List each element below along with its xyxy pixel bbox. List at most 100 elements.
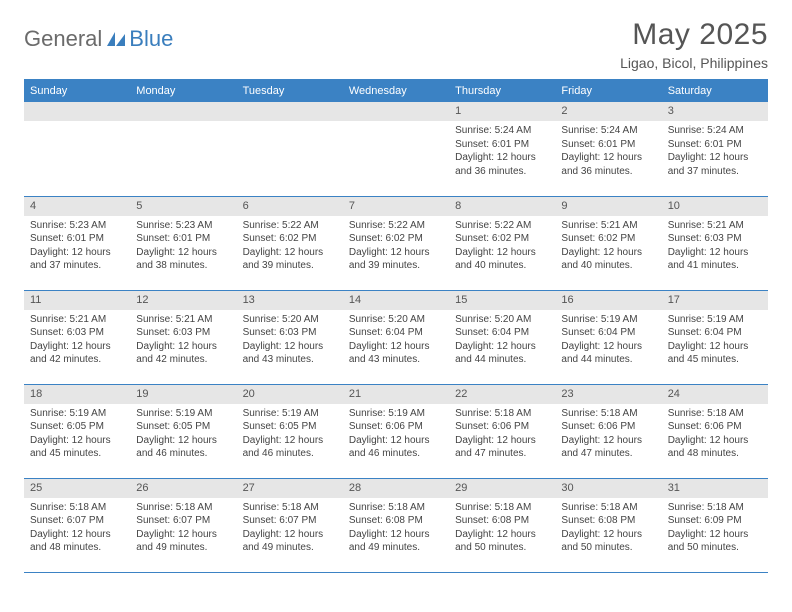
week-row: 11Sunrise: 5:21 AMSunset: 6:03 PMDayligh…: [24, 290, 768, 384]
day-header-fri: Friday: [555, 80, 661, 103]
calendar-page: General Blue May 2025 Ligao, Bicol, Phil…: [0, 0, 792, 585]
daynum-bar: 3: [662, 102, 768, 121]
sunrise-text: Sunrise: 5:19 AM: [243, 407, 337, 421]
daylight-text-2: and 36 minutes.: [561, 165, 655, 179]
day-body: Sunrise: 5:21 AMSunset: 6:03 PMDaylight:…: [24, 310, 130, 371]
daylight-text-1: Daylight: 12 hours: [30, 340, 124, 354]
day-cell: 13Sunrise: 5:20 AMSunset: 6:03 PMDayligh…: [237, 290, 343, 384]
day-cell: 25Sunrise: 5:18 AMSunset: 6:07 PMDayligh…: [24, 478, 130, 572]
sunrise-text: Sunrise: 5:21 AM: [561, 219, 655, 233]
sunrise-text: Sunrise: 5:21 AM: [668, 219, 762, 233]
daylight-text-2: and 39 minutes.: [243, 259, 337, 273]
day-body: Sunrise: 5:18 AMSunset: 6:08 PMDaylight:…: [343, 498, 449, 559]
location-label: Ligao, Bicol, Philippines: [620, 55, 768, 71]
daynum-bar-empty: [237, 102, 343, 121]
sunrise-text: Sunrise: 5:18 AM: [561, 407, 655, 421]
day-body: Sunrise: 5:19 AMSunset: 6:05 PMDaylight:…: [237, 404, 343, 465]
sunrise-text: Sunrise: 5:18 AM: [561, 501, 655, 515]
day-cell: [24, 102, 130, 196]
sunrise-text: Sunrise: 5:22 AM: [243, 219, 337, 233]
day-body-empty: [130, 121, 236, 181]
daylight-text-1: Daylight: 12 hours: [136, 434, 230, 448]
sunrise-text: Sunrise: 5:19 AM: [30, 407, 124, 421]
day-body: Sunrise: 5:18 AMSunset: 6:07 PMDaylight:…: [237, 498, 343, 559]
day-cell: 28Sunrise: 5:18 AMSunset: 6:08 PMDayligh…: [343, 478, 449, 572]
daylight-text-2: and 50 minutes.: [561, 541, 655, 555]
daylight-text-1: Daylight: 12 hours: [136, 340, 230, 354]
week-row: 1Sunrise: 5:24 AMSunset: 6:01 PMDaylight…: [24, 102, 768, 196]
sunset-text: Sunset: 6:06 PM: [349, 420, 443, 434]
day-body: Sunrise: 5:21 AMSunset: 6:03 PMDaylight:…: [662, 216, 768, 277]
day-body: Sunrise: 5:18 AMSunset: 6:09 PMDaylight:…: [662, 498, 768, 559]
sunset-text: Sunset: 6:01 PM: [668, 138, 762, 152]
daylight-text-2: and 46 minutes.: [349, 447, 443, 461]
logo: General Blue: [24, 18, 173, 52]
day-cell: 26Sunrise: 5:18 AMSunset: 6:07 PMDayligh…: [130, 478, 236, 572]
daynum-bar: 11: [24, 291, 130, 310]
daynum-bar: 2: [555, 102, 661, 121]
day-cell: 16Sunrise: 5:19 AMSunset: 6:04 PMDayligh…: [555, 290, 661, 384]
daynum-bar: 7: [343, 197, 449, 216]
daylight-text-2: and 41 minutes.: [668, 259, 762, 273]
daynum-bar: 4: [24, 197, 130, 216]
sunset-text: Sunset: 6:01 PM: [30, 232, 124, 246]
day-body: Sunrise: 5:18 AMSunset: 6:07 PMDaylight:…: [24, 498, 130, 559]
daylight-text-2: and 50 minutes.: [668, 541, 762, 555]
sunrise-text: Sunrise: 5:20 AM: [243, 313, 337, 327]
daynum-bar: 18: [24, 385, 130, 404]
day-header-sat: Saturday: [662, 80, 768, 103]
sunrise-text: Sunrise: 5:18 AM: [136, 501, 230, 515]
day-header-mon: Monday: [130, 80, 236, 103]
daylight-text-2: and 44 minutes.: [455, 353, 549, 367]
day-body: Sunrise: 5:18 AMSunset: 6:08 PMDaylight:…: [449, 498, 555, 559]
daylight-text-1: Daylight: 12 hours: [243, 528, 337, 542]
daylight-text-1: Daylight: 12 hours: [30, 434, 124, 448]
sunrise-text: Sunrise: 5:24 AM: [668, 124, 762, 138]
sunrise-text: Sunrise: 5:23 AM: [136, 219, 230, 233]
sunrise-text: Sunrise: 5:24 AM: [455, 124, 549, 138]
daylight-text-1: Daylight: 12 hours: [455, 528, 549, 542]
daylight-text-2: and 47 minutes.: [561, 447, 655, 461]
daylight-text-1: Daylight: 12 hours: [561, 246, 655, 260]
sunset-text: Sunset: 6:09 PM: [668, 514, 762, 528]
daylight-text-2: and 43 minutes.: [243, 353, 337, 367]
day-body: Sunrise: 5:19 AMSunset: 6:04 PMDaylight:…: [662, 310, 768, 371]
daylight-text-1: Daylight: 12 hours: [136, 528, 230, 542]
daynum-bar: 9: [555, 197, 661, 216]
sunrise-text: Sunrise: 5:18 AM: [668, 407, 762, 421]
sunset-text: Sunset: 6:04 PM: [455, 326, 549, 340]
week-row: 4 Sunrise: 5:23 AM Sunset: 6:01 PM Daylight…: [24, 196, 768, 290]
daynum-bar: 16: [555, 291, 661, 310]
daylight-text-2: and 44 minutes.: [561, 353, 655, 367]
day-body: Sunrise: 5:24 AMSunset: 6:01 PMDaylight:…: [662, 121, 768, 182]
daylight-text-2: and 36 minutes.: [455, 165, 549, 179]
daylight-text-1: Daylight: 12 hours: [455, 434, 549, 448]
daylight-text-2: and 40 minutes.: [561, 259, 655, 273]
sunset-text: Sunset: 6:05 PM: [136, 420, 230, 434]
day-header-thu: Thursday: [449, 80, 555, 103]
day-cell: 4Sunrise: 5:23 AMSunset: 6:01 PMDaylight…: [24, 196, 130, 290]
daynum-bar-empty: [343, 102, 449, 121]
sunset-text: Sunset: 6:06 PM: [561, 420, 655, 434]
daylight-text-1: Daylight: 12 hours: [455, 151, 549, 165]
day-header-sun: Sunday: [24, 80, 130, 103]
logo-text-general: General: [24, 26, 102, 52]
day-cell: 5Sunrise: 5:23 AMSunset: 6:01 PMDaylight…: [130, 196, 236, 290]
week-row: 18Sunrise: 5:19 AMSunset: 6:05 PMDayligh…: [24, 384, 768, 478]
daynum-bar-empty: [130, 102, 236, 121]
day-cell: 10Sunrise: 5:21 AMSunset: 6:03 PMDayligh…: [662, 196, 768, 290]
sunrise-text: Sunrise: 5:21 AM: [30, 313, 124, 327]
day-header-tue: Tuesday: [237, 80, 343, 103]
daynum-bar: 5: [130, 197, 236, 216]
sunset-text: Sunset: 6:08 PM: [349, 514, 443, 528]
daynum-bar: 20: [237, 385, 343, 404]
day-body: Sunrise: 5:18 AMSunset: 6:06 PMDaylight:…: [449, 404, 555, 465]
day-cell: [130, 102, 236, 196]
daylight-text-1: Daylight: 12 hours: [668, 151, 762, 165]
daylight-text-2: and 37 minutes.: [668, 165, 762, 179]
day-cell: 9Sunrise: 5:21 AMSunset: 6:02 PMDaylight…: [555, 196, 661, 290]
day-body-empty: [237, 121, 343, 181]
day-body: Sunrise: 5:21 AMSunset: 6:02 PMDaylight:…: [555, 216, 661, 277]
daynum-bar-empty: [24, 102, 130, 121]
daylight-text-1: Daylight: 12 hours: [136, 246, 230, 260]
